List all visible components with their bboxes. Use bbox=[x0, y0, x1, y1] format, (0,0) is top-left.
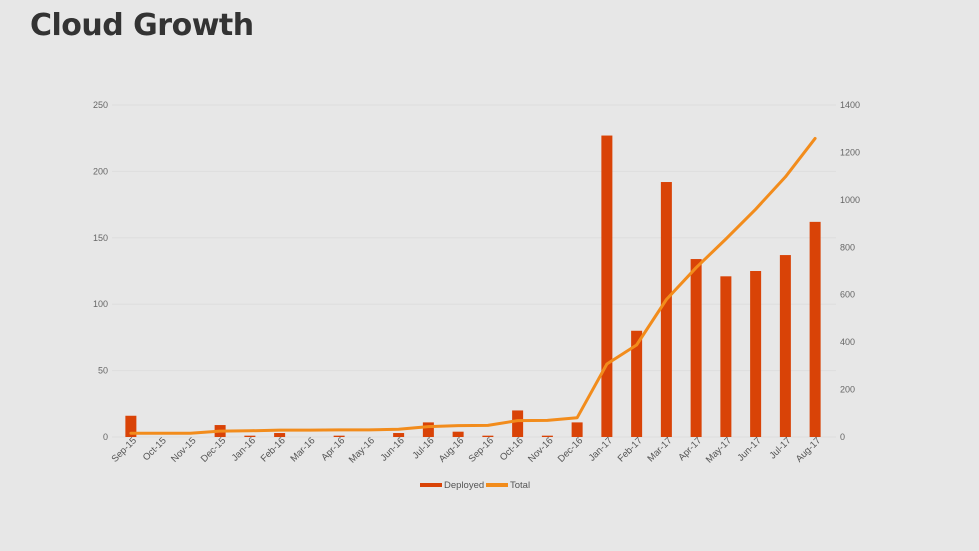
bar-deployed bbox=[274, 433, 286, 437]
bar-deployed bbox=[690, 259, 702, 437]
left-axis-ticks: 0 50 100 150 200 250 bbox=[93, 100, 108, 442]
bar-deployed bbox=[750, 271, 762, 437]
right-tick-label: 600 bbox=[840, 290, 855, 300]
legend-label-deployed: Deployed bbox=[444, 480, 484, 491]
x-tick-label: Sep-15 bbox=[110, 435, 139, 464]
deployed-bars bbox=[125, 135, 821, 437]
right-tick-label: 0 bbox=[840, 432, 845, 442]
bar-deployed bbox=[244, 435, 256, 437]
bar-deployed bbox=[393, 433, 405, 437]
legend-swatch-total bbox=[486, 483, 508, 487]
x-tick-label: May-16 bbox=[347, 435, 377, 465]
right-tick-label: 400 bbox=[840, 337, 855, 347]
left-tick-label: 0 bbox=[103, 432, 108, 442]
bar-deployed bbox=[452, 431, 464, 437]
left-tick-label: 200 bbox=[93, 166, 108, 176]
bar-deployed bbox=[631, 330, 643, 437]
bar-deployed bbox=[512, 410, 524, 437]
bar-deployed bbox=[125, 415, 137, 437]
bar-deployed bbox=[601, 135, 613, 437]
x-tick-label: Nov-16 bbox=[526, 435, 555, 464]
right-tick-label: 1200 bbox=[840, 147, 860, 157]
x-tick-label: Feb-17 bbox=[616, 435, 645, 464]
x-tick-label: Mar-16 bbox=[288, 435, 317, 464]
bar-deployed bbox=[541, 435, 553, 437]
legend-swatch-deployed bbox=[420, 483, 442, 487]
x-tick-label: Oct-15 bbox=[141, 435, 169, 463]
x-tick-label: Aug-17 bbox=[794, 435, 823, 464]
x-tick-label: Feb-16 bbox=[259, 435, 288, 464]
x-tick-label: Nov-15 bbox=[169, 435, 198, 464]
bar-deployed bbox=[333, 435, 345, 437]
gridlines bbox=[112, 104, 836, 438]
x-tick-label: Jan-16 bbox=[230, 435, 258, 463]
bar-deployed bbox=[422, 422, 434, 437]
left-tick-label: 100 bbox=[93, 299, 108, 309]
x-tick-label: Sep-16 bbox=[467, 435, 496, 464]
bar-deployed bbox=[660, 182, 672, 437]
right-tick-label: 1000 bbox=[840, 195, 860, 205]
x-tick-label: Jul-17 bbox=[767, 435, 793, 461]
bar-deployed bbox=[779, 255, 791, 437]
bar-deployed bbox=[482, 435, 494, 437]
right-tick-label: 200 bbox=[840, 385, 855, 395]
x-tick-label: Oct-16 bbox=[498, 435, 526, 463]
left-tick-label: 150 bbox=[93, 233, 108, 243]
total-line bbox=[129, 136, 817, 435]
x-tick-label: Dec-15 bbox=[199, 435, 228, 464]
legend-label-total: Total bbox=[510, 480, 530, 491]
x-tick-label: Jul-16 bbox=[410, 435, 436, 461]
x-tick-label: Jun-17 bbox=[735, 435, 763, 463]
x-axis-ticks: Sep-15 Oct-15 Nov-15 Dec-15 Jan-16 Feb-16 Mar-… bbox=[110, 435, 824, 465]
x-tick-label: Mar-17 bbox=[645, 435, 674, 464]
bar-deployed bbox=[720, 276, 732, 437]
left-tick-label: 50 bbox=[98, 366, 108, 376]
line-total bbox=[129, 136, 817, 435]
bar-deployed bbox=[571, 422, 583, 437]
x-tick-label: Jun-16 bbox=[378, 435, 406, 463]
x-tick-label: Apr-17 bbox=[676, 435, 704, 463]
right-tick-label: 800 bbox=[840, 242, 855, 252]
x-tick-label: Aug-16 bbox=[437, 435, 466, 464]
left-tick-label: 250 bbox=[93, 100, 108, 110]
bar-deployed bbox=[809, 221, 821, 437]
chart-legend: Deployed Total bbox=[420, 480, 530, 491]
right-axis-ticks: 0 200 400 600 800 1000 1200 1400 bbox=[840, 100, 860, 442]
x-tick-label: Apr-16 bbox=[319, 435, 347, 463]
x-tick-label: May-17 bbox=[704, 435, 734, 465]
x-tick-label: Dec-16 bbox=[556, 435, 585, 464]
x-tick-label: Jan-17 bbox=[587, 435, 615, 463]
right-tick-label: 1400 bbox=[840, 100, 860, 110]
page-title: Cloud Growth bbox=[30, 8, 254, 43]
